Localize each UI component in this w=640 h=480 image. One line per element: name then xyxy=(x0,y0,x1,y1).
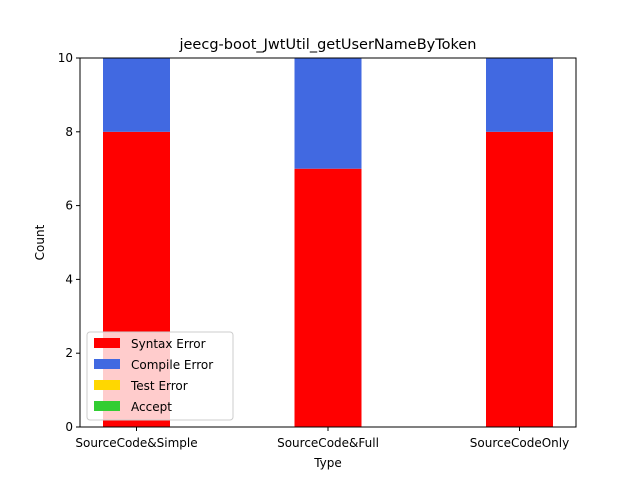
y-axis: 0 2 4 6 8 10 xyxy=(58,51,80,434)
x-axis: SourceCode&Simple SourceCode&Full SourceCo… xyxy=(75,427,569,450)
x-tick-label: SourceCode&Full xyxy=(277,436,379,450)
bar-syntax-error-2 xyxy=(486,131,553,428)
legend-label: Test Error xyxy=(130,379,188,393)
x-tick-label: SourceCodeOnly xyxy=(470,436,569,450)
y-tick-label: 0 xyxy=(65,420,73,434)
legend-swatch xyxy=(94,380,120,390)
legend-label: Compile Error xyxy=(131,358,213,372)
legend-swatch xyxy=(94,338,120,348)
y-axis-label: Count xyxy=(33,224,47,260)
x-tick-label: SourceCode&Simple xyxy=(75,436,197,450)
bar-compile-error-2 xyxy=(486,58,553,132)
legend-label: Accept xyxy=(131,400,172,414)
legend-swatch xyxy=(94,401,120,411)
y-tick-label: 8 xyxy=(65,125,73,139)
legend-frame xyxy=(86,331,234,421)
y-tick-label: 4 xyxy=(65,272,73,286)
y-tick-label: 6 xyxy=(65,199,73,213)
legend-label: Syntax Error xyxy=(131,337,206,351)
y-tick-label: 10 xyxy=(58,51,73,65)
x-axis-label: Type xyxy=(313,456,342,470)
legend-swatch xyxy=(94,359,120,369)
bar-compile-error-0 xyxy=(103,58,170,132)
chart-title: jeecg-boot_JwtUtil_getUserNameByToken xyxy=(178,37,476,53)
bars-layer xyxy=(103,58,553,428)
bar-syntax-error-1 xyxy=(294,168,362,427)
bar-compile-error-1 xyxy=(294,58,362,169)
legend: Syntax Error Compile Error Test Error Accep… xyxy=(86,331,234,421)
y-tick-label: 2 xyxy=(65,346,73,360)
